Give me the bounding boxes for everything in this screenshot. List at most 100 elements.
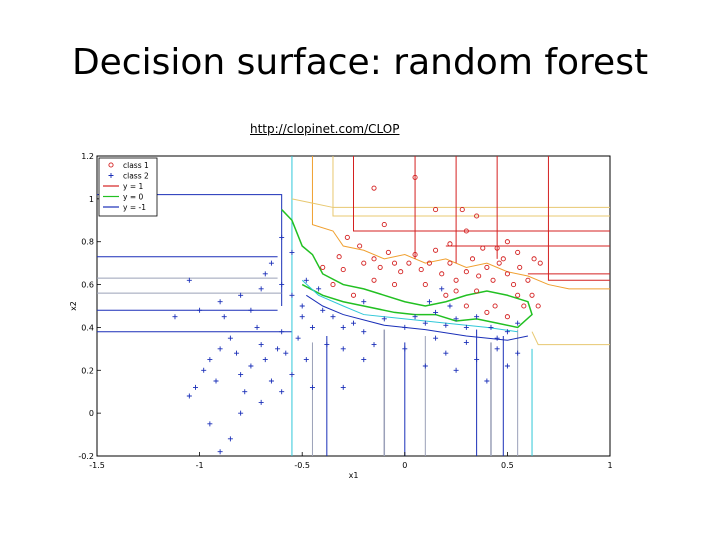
legend-label: class 1 — [123, 161, 149, 170]
class2-point — [361, 299, 367, 305]
class1-point — [330, 282, 336, 288]
class2-point — [217, 299, 223, 305]
y-tick-label: 0.8 — [81, 238, 94, 247]
legend-marker-circle — [108, 162, 114, 168]
class2-point — [192, 384, 198, 390]
class1-point — [463, 228, 469, 234]
class2-point — [197, 307, 203, 313]
y-tick-label: 0.6 — [81, 281, 94, 290]
class2-point — [172, 314, 178, 320]
y-tick-label: 0.2 — [81, 366, 94, 375]
class2-point — [217, 449, 223, 455]
class2-point — [279, 389, 285, 395]
class1-point — [515, 292, 521, 298]
class2-point — [463, 339, 469, 345]
class2-point — [443, 322, 449, 328]
class2-point — [248, 363, 254, 369]
class2-point — [504, 329, 510, 335]
class2-point — [433, 335, 439, 341]
class2-point — [295, 335, 301, 341]
data-points — [172, 174, 543, 455]
class2-point — [515, 350, 521, 356]
y-axis-label: x2 — [70, 301, 78, 311]
class1-point — [476, 273, 482, 279]
class2-point — [217, 346, 223, 352]
legend-label: y = 1 — [123, 182, 143, 191]
class2-point — [234, 350, 240, 356]
class1-point — [474, 288, 480, 294]
class2-point — [340, 346, 346, 352]
class1-point — [504, 239, 510, 245]
class1-point — [453, 277, 459, 283]
class2-point — [283, 350, 289, 356]
class1-point — [474, 213, 480, 219]
class1-point — [371, 256, 377, 262]
class2-point — [227, 436, 233, 442]
class2-point — [221, 314, 227, 320]
class2-point — [488, 324, 494, 330]
class1-point — [459, 207, 465, 213]
x-tick-label: -0.5 — [294, 461, 310, 470]
contour-orange — [311, 156, 610, 290]
class1-point — [515, 249, 521, 255]
class1-point — [422, 282, 428, 288]
class1-point — [453, 288, 459, 294]
x-tick-label: 0 — [402, 461, 407, 470]
class1-point — [336, 254, 342, 260]
class1-point — [492, 303, 498, 309]
class1-point — [426, 260, 432, 266]
slide-title: Decision surface: random forest — [71, 42, 649, 83]
class2-point — [258, 286, 264, 292]
contour-tan-2 — [291, 198, 610, 208]
legend-label: y = 0 — [123, 193, 143, 202]
class1-point — [391, 260, 398, 266]
class2-point — [422, 363, 428, 369]
class2-point — [309, 384, 315, 390]
class2-point — [402, 324, 408, 330]
x-axis-label: x1 — [349, 471, 359, 480]
class2-point — [453, 367, 459, 373]
class1-point — [531, 256, 537, 262]
contour-tan-3 — [531, 331, 610, 346]
class1-point — [504, 271, 510, 277]
class2-point — [238, 292, 244, 298]
y-tick-label: -0.2 — [78, 452, 94, 461]
class1-point — [525, 277, 531, 283]
class1-point — [433, 207, 439, 213]
class2-point — [258, 399, 264, 405]
y-tick-label: 0.4 — [81, 323, 94, 332]
class2-point — [303, 357, 309, 363]
axes: -1.5 -1 -0.5 0 0.5 1 -0.2 0 0.2 0.4 0.6 0.8 1 1.2 x1 x2 — [70, 152, 613, 480]
class2-point — [268, 260, 274, 266]
contour-tan-1 — [332, 156, 610, 217]
class2-point — [186, 393, 192, 399]
legend-marker-plus — [108, 173, 114, 178]
class2-point — [474, 314, 480, 320]
class1-point — [447, 241, 453, 247]
class1-point — [406, 260, 412, 266]
class2-point — [340, 384, 346, 390]
class2-point — [279, 282, 285, 288]
class2-point — [316, 286, 322, 292]
class1-point — [381, 222, 387, 228]
class2-point — [351, 320, 356, 326]
class2-point — [340, 324, 346, 330]
class2-point — [275, 346, 281, 352]
class2-point — [289, 249, 295, 255]
class1-point — [504, 314, 510, 320]
class1-point — [484, 264, 490, 270]
class1-point — [340, 267, 346, 273]
class2-point — [201, 367, 207, 373]
class2-point — [463, 324, 469, 330]
x-tick-label: 0.5 — [501, 461, 514, 470]
clop-link[interactable]: http://clopinet.com/CLOP — [250, 122, 400, 136]
class2-point — [494, 346, 500, 352]
class2-point — [371, 342, 377, 348]
class1-point — [350, 292, 357, 298]
class2-point — [474, 357, 480, 363]
x-tick-label: -1.5 — [89, 461, 105, 470]
class2-point — [447, 303, 453, 309]
class2-point — [494, 335, 500, 341]
legend-label: class 2 — [123, 172, 149, 181]
class2-point — [268, 378, 274, 384]
